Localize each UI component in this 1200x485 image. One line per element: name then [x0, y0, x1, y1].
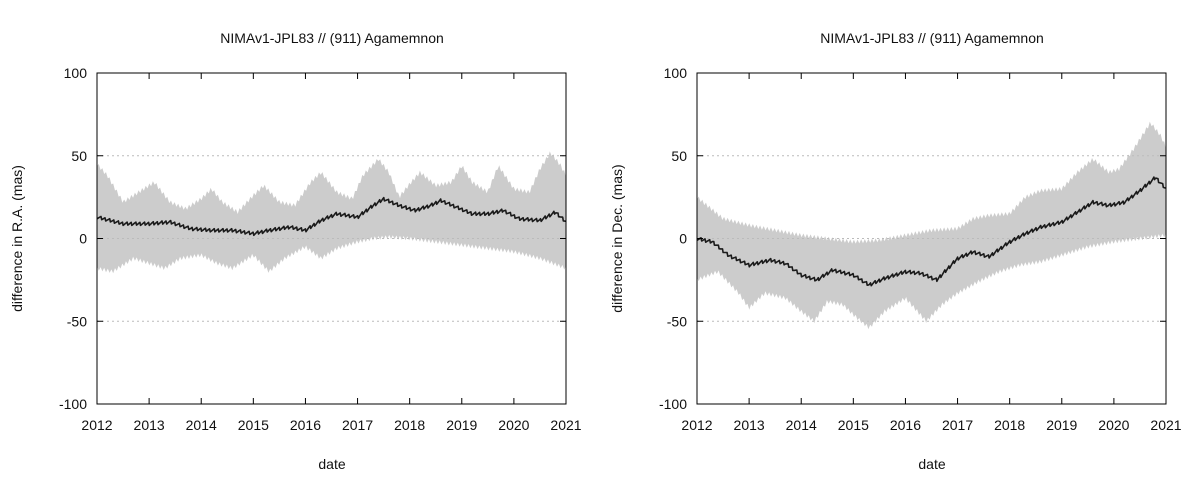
- x-tick-label: 2012: [81, 417, 112, 433]
- y-axis-label: difference in R.A. (mas): [9, 165, 25, 312]
- x-tick-label: 2014: [786, 417, 817, 433]
- x-tick-label: 2013: [134, 417, 165, 433]
- y-tick-label: 100: [64, 65, 88, 81]
- chart-title: NIMAv1-JPL83 // (911) Agamemnon: [820, 30, 1044, 46]
- x-tick-label: 2017: [942, 417, 973, 433]
- x-tick-label: 2020: [498, 417, 529, 433]
- y-tick-label: 0: [679, 231, 687, 247]
- uncertainty-band: [697, 121, 1166, 330]
- x-tick-label: 2017: [342, 417, 373, 433]
- x-axis-label: date: [918, 456, 945, 472]
- y-tick-label: -50: [67, 313, 87, 329]
- y-tick-label: 50: [671, 148, 687, 164]
- x-tick-label: 2014: [186, 417, 217, 433]
- x-tick-label: 2013: [734, 417, 765, 433]
- y-tick-label: -100: [59, 396, 87, 412]
- x-tick-label: 2019: [446, 417, 477, 433]
- x-tick-label: 2018: [394, 417, 425, 433]
- x-tick-label: 2020: [1098, 417, 1129, 433]
- y-tick-label: 50: [71, 148, 87, 164]
- y-axis-label: difference in Dec. (mas): [609, 164, 625, 312]
- difference-line: [96, 196, 567, 237]
- x-tick-label: 2015: [238, 417, 269, 433]
- x-tick-label: 2015: [838, 417, 869, 433]
- chart-panel-2: 2012 2013 2014 2015 2016 2017 2018 2019 2020 2021…: [609, 30, 1182, 472]
- x-tick-label: 2018: [994, 417, 1025, 433]
- x-tick-label: 2021: [550, 417, 581, 433]
- chart-panel-1: 2012 2013 2014 2015 2016 2017 2018 2019 2020 2021…: [9, 30, 582, 472]
- x-tick-label: 2012: [681, 417, 712, 433]
- uncertainty-band: [97, 151, 566, 274]
- x-tick-label: 2016: [290, 417, 321, 433]
- x-axis-label: date: [318, 456, 345, 472]
- y-tick-label: -50: [667, 313, 687, 329]
- chart-title: NIMAv1-JPL83 // (911) Agamemnon: [220, 30, 444, 46]
- x-tick-label: 2021: [1150, 417, 1181, 433]
- difference-line: [696, 176, 1167, 287]
- x-tick-label: 2016: [890, 417, 921, 433]
- y-tick-label: -100: [659, 396, 687, 412]
- y-tick-label: 100: [664, 65, 688, 81]
- y-tick-label: 0: [79, 231, 87, 247]
- x-tick-label: 2019: [1046, 417, 1077, 433]
